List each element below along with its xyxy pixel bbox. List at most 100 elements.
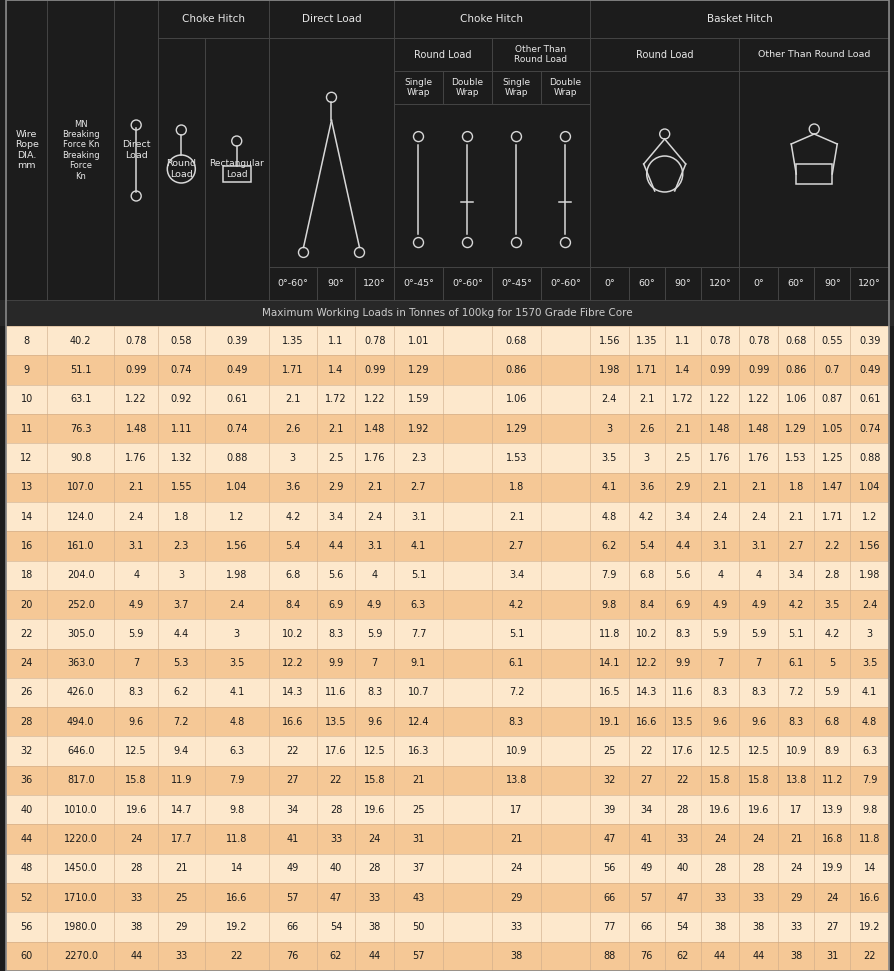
Text: 1980.0: 1980.0 [63, 922, 97, 932]
Text: 0°-45°: 0°-45° [501, 279, 531, 288]
Bar [158, 38, 205, 300]
Text: 8.3: 8.3 [712, 687, 727, 697]
Text: 17.7: 17.7 [171, 834, 192, 844]
Text: 1.05: 1.05 [821, 423, 842, 434]
Text: Rectangular
Load: Rectangular Load [209, 159, 264, 179]
Text: 1710.0: 1710.0 [63, 892, 97, 903]
Text: 38: 38 [713, 922, 725, 932]
Text: 9.8: 9.8 [229, 805, 244, 815]
Bar [6, 560, 888, 589]
Text: 62: 62 [676, 952, 688, 961]
Bar [738, 71, 888, 267]
Text: Basket Hitch: Basket Hitch [705, 14, 772, 24]
Text: Direct Load: Direct Load [301, 14, 361, 24]
Text: 6.3: 6.3 [861, 746, 876, 756]
Text: 5.9: 5.9 [367, 629, 382, 639]
Text: 9.8: 9.8 [861, 805, 876, 815]
Text: 0.78: 0.78 [125, 336, 147, 346]
Text: 43: 43 [412, 892, 424, 903]
Bar [6, 355, 888, 385]
Text: 1.48: 1.48 [709, 423, 730, 434]
Text: 4: 4 [755, 570, 761, 581]
Text: 0°: 0° [753, 279, 763, 288]
Bar [6, 589, 888, 619]
Text: 4.8: 4.8 [861, 717, 876, 727]
Text: 50: 50 [412, 922, 425, 932]
Text: 13.9: 13.9 [821, 805, 842, 815]
Text: Wire
Rope
DIA.
mm: Wire Rope DIA. mm [14, 130, 38, 170]
Text: 14: 14 [231, 863, 242, 873]
Text: 28: 28 [330, 805, 342, 815]
Text: 44: 44 [752, 952, 764, 961]
Text: Choke Hitch: Choke Hitch [181, 14, 245, 24]
Text: 1.48: 1.48 [125, 423, 147, 434]
Text: 24: 24 [368, 834, 381, 844]
Text: 3: 3 [290, 452, 296, 463]
Text: 24: 24 [825, 892, 838, 903]
Text: 4.9: 4.9 [129, 599, 144, 610]
Text: 56: 56 [21, 922, 33, 932]
Text: 0.78: 0.78 [709, 336, 730, 346]
Text: 11: 11 [21, 423, 33, 434]
Text: 19.6: 19.6 [125, 805, 147, 815]
Text: 4: 4 [716, 570, 722, 581]
Text: 6.2: 6.2 [601, 541, 616, 551]
Text: 17: 17 [789, 805, 802, 815]
Text: 9.6: 9.6 [367, 717, 382, 727]
Text: 17: 17 [510, 805, 522, 815]
Text: 48: 48 [21, 863, 33, 873]
Text: 1.98: 1.98 [858, 570, 880, 581]
Text: 22: 22 [231, 952, 242, 961]
Text: 11.6: 11.6 [671, 687, 693, 697]
Text: 13.5: 13.5 [325, 717, 346, 727]
Text: 3.5: 3.5 [823, 599, 839, 610]
Text: 107.0: 107.0 [67, 483, 95, 492]
Text: 426.0: 426.0 [67, 687, 95, 697]
Text: 32: 32 [21, 746, 33, 756]
Text: 10.2: 10.2 [636, 629, 657, 639]
Text: 0.78: 0.78 [364, 336, 385, 346]
Text: 6.9: 6.9 [328, 599, 343, 610]
Text: 7.2: 7.2 [173, 717, 189, 727]
Text: 29: 29 [510, 892, 522, 903]
Bar [492, 38, 589, 71]
Text: 0.68: 0.68 [785, 336, 806, 346]
Text: 2.2: 2.2 [823, 541, 839, 551]
Bar [6, 795, 888, 824]
Text: 21: 21 [175, 863, 187, 873]
Text: 161.0: 161.0 [67, 541, 95, 551]
Text: 7.2: 7.2 [508, 687, 524, 697]
Text: 1.48: 1.48 [364, 423, 385, 434]
Text: 1.59: 1.59 [408, 394, 429, 404]
Text: 14.1: 14.1 [598, 658, 620, 668]
Text: 27: 27 [825, 922, 838, 932]
Text: 1.8: 1.8 [509, 483, 524, 492]
Text: 3.4: 3.4 [509, 570, 524, 581]
Text: 0.74: 0.74 [226, 423, 248, 434]
Text: 2.1: 2.1 [328, 423, 343, 434]
Text: 6.1: 6.1 [788, 658, 803, 668]
Text: 0.39: 0.39 [226, 336, 247, 346]
Text: 12.5: 12.5 [125, 746, 147, 756]
Text: 16.8: 16.8 [821, 834, 842, 844]
Text: 90°: 90° [673, 279, 690, 288]
Text: 0.88: 0.88 [226, 452, 247, 463]
Text: 5.9: 5.9 [712, 629, 727, 639]
Bar [540, 267, 589, 300]
Text: 494.0: 494.0 [67, 717, 95, 727]
Text: 0.39: 0.39 [858, 336, 880, 346]
Bar [6, 326, 888, 355]
Bar [589, 267, 628, 300]
Text: 9.6: 9.6 [750, 717, 765, 727]
Text: 5.4: 5.4 [285, 541, 300, 551]
Text: 2.7: 2.7 [410, 483, 426, 492]
Text: 22: 22 [640, 746, 653, 756]
Text: 38: 38 [130, 922, 142, 932]
Text: 2270.0: 2270.0 [63, 952, 97, 961]
Text: 6.2: 6.2 [173, 687, 189, 697]
Text: 28: 28 [713, 863, 726, 873]
Text: 90°: 90° [327, 279, 344, 288]
Text: 4.2: 4.2 [508, 599, 524, 610]
Text: 0°-60°: 0°-60° [277, 279, 308, 288]
Text: 1.4: 1.4 [328, 365, 343, 375]
